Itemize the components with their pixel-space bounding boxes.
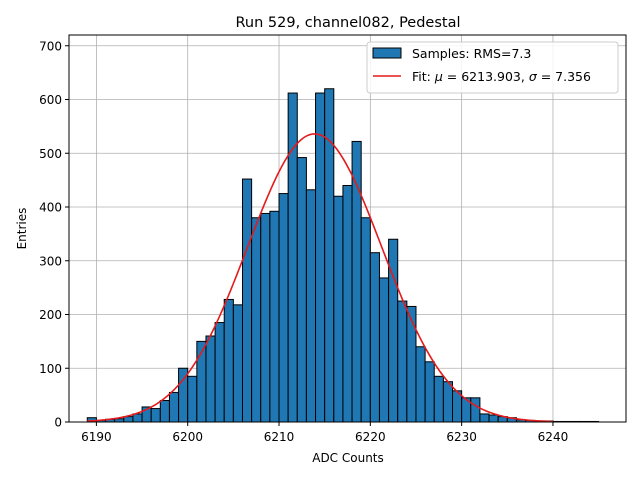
legend-histogram-swatch — [372, 47, 402, 59]
histogram-bar — [260, 212, 271, 423]
histogram-bar — [415, 346, 426, 423]
histogram-bar — [488, 414, 499, 423]
histogram-bar — [470, 397, 481, 423]
legend: Samples: RMS=7.3 Fit: μ = 6213.903, σ = … — [366, 41, 619, 94]
x-tick-label: 6220 — [355, 430, 386, 444]
histogram-bar — [278, 193, 289, 423]
histogram-bar — [187, 375, 198, 423]
x-tick-label: 6240 — [538, 430, 569, 444]
histogram-bar — [232, 304, 243, 423]
legend-fit-prefix: Fit: — [412, 69, 435, 84]
histogram-bar — [150, 408, 161, 423]
legend-histogram-label: Samples: RMS=7.3 — [412, 46, 531, 61]
histogram-bar — [479, 413, 490, 423]
x-tick-label: 6230 — [446, 430, 477, 444]
legend-fit-sigma-value: = 7.356 — [537, 69, 591, 84]
chart-title: Run 529, channel082, Pedestal — [235, 15, 460, 31]
histogram-bar — [333, 195, 344, 423]
histogram-bar — [205, 335, 216, 423]
y-tick-label: 600 — [39, 93, 62, 107]
y-tick-label: 100 — [39, 362, 62, 376]
y-tick-label: 700 — [39, 39, 62, 53]
histogram-bar — [406, 305, 417, 423]
histogram-bar — [442, 381, 454, 423]
histogram-bar — [397, 300, 408, 423]
y-tick-label: 500 — [39, 147, 62, 161]
histogram-bar — [159, 400, 170, 423]
histogram-bar — [360, 217, 371, 423]
fit-curve — [87, 133, 553, 423]
legend-box — [366, 41, 619, 94]
x-tick-label: 6210 — [264, 430, 295, 444]
y-tick-label: 200 — [39, 308, 62, 322]
legend-fit-mu-symbol: μ — [434, 69, 443, 84]
legend-fit-sigma-symbol: σ — [529, 69, 538, 84]
y-axis-label: Entries — [15, 208, 29, 250]
y-tick-label: 0 — [54, 416, 62, 430]
histogram-bar — [223, 298, 234, 423]
histogram-bar — [369, 252, 380, 423]
histogram-bar — [214, 322, 225, 423]
histogram-bar — [251, 217, 262, 423]
histogram-bar — [241, 178, 253, 423]
histogram-bar — [132, 413, 143, 423]
x-tick-label: 6190 — [81, 430, 112, 444]
plot-frame — [68, 34, 627, 423]
histogram-bar — [378, 277, 390, 423]
histogram-bar — [296, 157, 307, 423]
histogram-bar — [315, 92, 326, 423]
legend-fit-mu-value: = 6213.903, — [443, 69, 529, 84]
histogram-bar — [287, 92, 298, 423]
x-axis-label: ADC Counts — [312, 451, 384, 465]
y-tick-label: 400 — [39, 201, 62, 215]
x-axis-ticks: 6190 6200 6210 6220 6230 6240 — [81, 422, 568, 444]
histogram-bar — [168, 391, 180, 423]
x-tick-label: 6200 — [172, 430, 203, 444]
y-tick-label: 300 — [39, 254, 62, 268]
histogram-bar — [342, 185, 353, 423]
histogram-bar — [305, 189, 317, 423]
histogram-bar — [433, 375, 444, 423]
histogram-bar — [269, 210, 280, 423]
legend-fit-label: Fit: μ = 6213.903, σ = 7.356 — [412, 69, 591, 84]
y-axis-ticks: 0 100 200 300 400 500 600 700 — [39, 39, 69, 430]
fit-curve-layer — [87, 133, 553, 423]
histogram-bar — [424, 361, 435, 423]
